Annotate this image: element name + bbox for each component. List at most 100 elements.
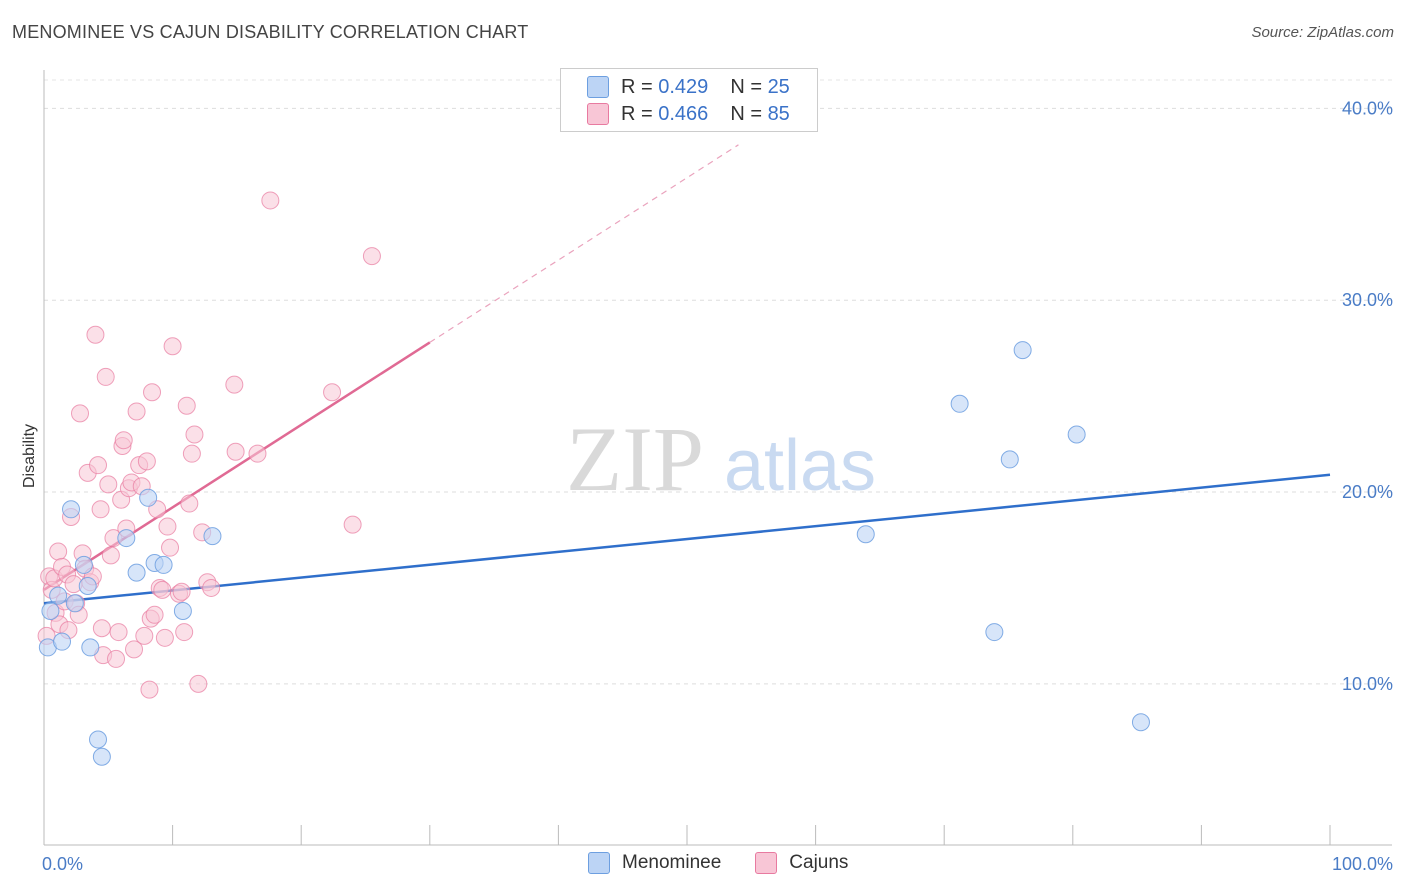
cajun-point <box>143 383 162 402</box>
y-tick-label: 20.0% <box>1342 482 1393 502</box>
cajun-point <box>155 628 174 647</box>
legend-r-label: R = <box>621 75 653 98</box>
cajun-point <box>107 649 126 668</box>
legend-r-value: 0.466 <box>658 102 709 125</box>
cajun-point <box>226 442 245 461</box>
cajun-point <box>182 444 201 463</box>
cajun-point <box>135 626 154 645</box>
menominee-point <box>41 601 60 620</box>
x-tick-label: 100.0% <box>1332 854 1393 874</box>
menominee-point <box>49 586 68 605</box>
bottom-legend-cajuns: Cajuns <box>755 852 848 874</box>
menominee-point <box>1013 341 1032 360</box>
menominee-point <box>81 638 100 657</box>
cajun-point <box>189 674 208 693</box>
menominee-point <box>65 594 84 613</box>
legend-row-menominee: R = 0.429 N = 25 <box>587 74 790 100</box>
menominee-point <box>203 527 222 546</box>
menominee-point <box>139 488 158 507</box>
cajun-point <box>71 404 90 423</box>
bottom-legend: Menominee Cajuns <box>588 852 882 874</box>
legend-n-label: N = <box>730 75 762 98</box>
menominee-point <box>78 577 97 596</box>
legend-r-value: 0.429 <box>658 75 709 98</box>
cajun-point <box>177 396 196 415</box>
menominee-point <box>117 529 136 548</box>
y-tick-label: 40.0% <box>1342 98 1393 118</box>
cajun-point <box>127 402 146 421</box>
cajun-point <box>175 623 194 642</box>
cajun-point <box>180 494 199 513</box>
menominee-point <box>985 623 1004 642</box>
bottom-legend-label: Cajuns <box>789 852 849 873</box>
menominee-point <box>1067 425 1086 444</box>
bottom-legend-label: Menominee <box>622 852 722 873</box>
gridlines <box>44 79 1392 685</box>
cajun-point <box>145 605 164 624</box>
cajun-point <box>49 542 68 561</box>
menominee-point <box>154 555 173 574</box>
cajun-point <box>248 444 267 463</box>
menominee-trend-line <box>43 473 1331 605</box>
x-tick-label: 0.0% <box>42 854 83 874</box>
cajun-point <box>99 475 118 494</box>
legend-n-value: 85 <box>767 102 790 125</box>
tick-labels: 10.0% 20.0% 30.0% 40.0% 0.0% 100.0% <box>42 98 1393 874</box>
menominee-point <box>1131 713 1150 732</box>
cajun-trend-extension <box>429 144 739 343</box>
cajun-point <box>163 337 182 356</box>
y-tick-label: 30.0% <box>1342 290 1393 310</box>
source-label: Source: ZipAtlas.com <box>1251 24 1394 41</box>
menominee-swatch <box>588 852 610 874</box>
legend-n-value: 25 <box>767 75 790 98</box>
cajun-point <box>114 431 133 450</box>
menominee-point <box>53 632 72 651</box>
cajun-point <box>89 456 108 475</box>
cajun-point <box>362 247 381 266</box>
cajun-point <box>323 383 342 402</box>
cajun-point <box>91 500 110 519</box>
cajun-point <box>137 452 156 471</box>
menominee-swatch <box>587 76 609 98</box>
y-tick-label: 10.0% <box>1342 674 1393 694</box>
cajun-point <box>202 578 221 597</box>
watermark-atlas: atlas <box>724 426 876 506</box>
legend-row-cajun: R = 0.466 N = 85 <box>587 101 790 127</box>
cajun-point <box>92 619 111 638</box>
legend-r-label: R = <box>621 102 653 125</box>
cajun-point <box>140 680 159 699</box>
menominee-point <box>89 730 108 749</box>
cajun-point <box>185 425 204 444</box>
cajun-point <box>225 375 244 394</box>
cajun-swatch <box>755 852 778 874</box>
watermark-zip: ZIP <box>566 408 704 510</box>
menominee-point <box>950 394 969 413</box>
cajun-point <box>153 580 172 599</box>
legend-box: R = 0.429 N = 25 R = 0.466 N = 85 <box>560 68 818 132</box>
menominee-point <box>74 555 93 574</box>
cajun-point <box>161 538 180 557</box>
cajun-point <box>172 582 191 601</box>
cajun-swatch <box>587 103 609 125</box>
cajun-point <box>109 623 128 642</box>
menominee-point <box>127 563 146 582</box>
menominee-point <box>856 525 875 544</box>
bottom-legend-menominee: Menominee <box>588 852 721 874</box>
cajun-point <box>158 517 177 536</box>
trend-lines <box>43 144 1331 605</box>
menominee-point <box>92 747 111 766</box>
y-axis-label: Disability <box>21 424 38 488</box>
menominee-point <box>62 500 81 519</box>
cajun-point <box>343 515 362 534</box>
legend-n-label: N = <box>730 102 762 125</box>
cajun-point <box>86 325 105 344</box>
cajun-point <box>101 546 120 565</box>
cajun-points <box>37 191 381 699</box>
cajun-point <box>261 191 280 210</box>
chart-title: MENOMINEE VS CAJUN DISABILITY CORRELATIO… <box>12 22 529 42</box>
cajun-point <box>125 640 144 659</box>
axes <box>43 70 1392 846</box>
menominee-point <box>173 601 192 620</box>
menominee-point <box>1000 450 1019 469</box>
